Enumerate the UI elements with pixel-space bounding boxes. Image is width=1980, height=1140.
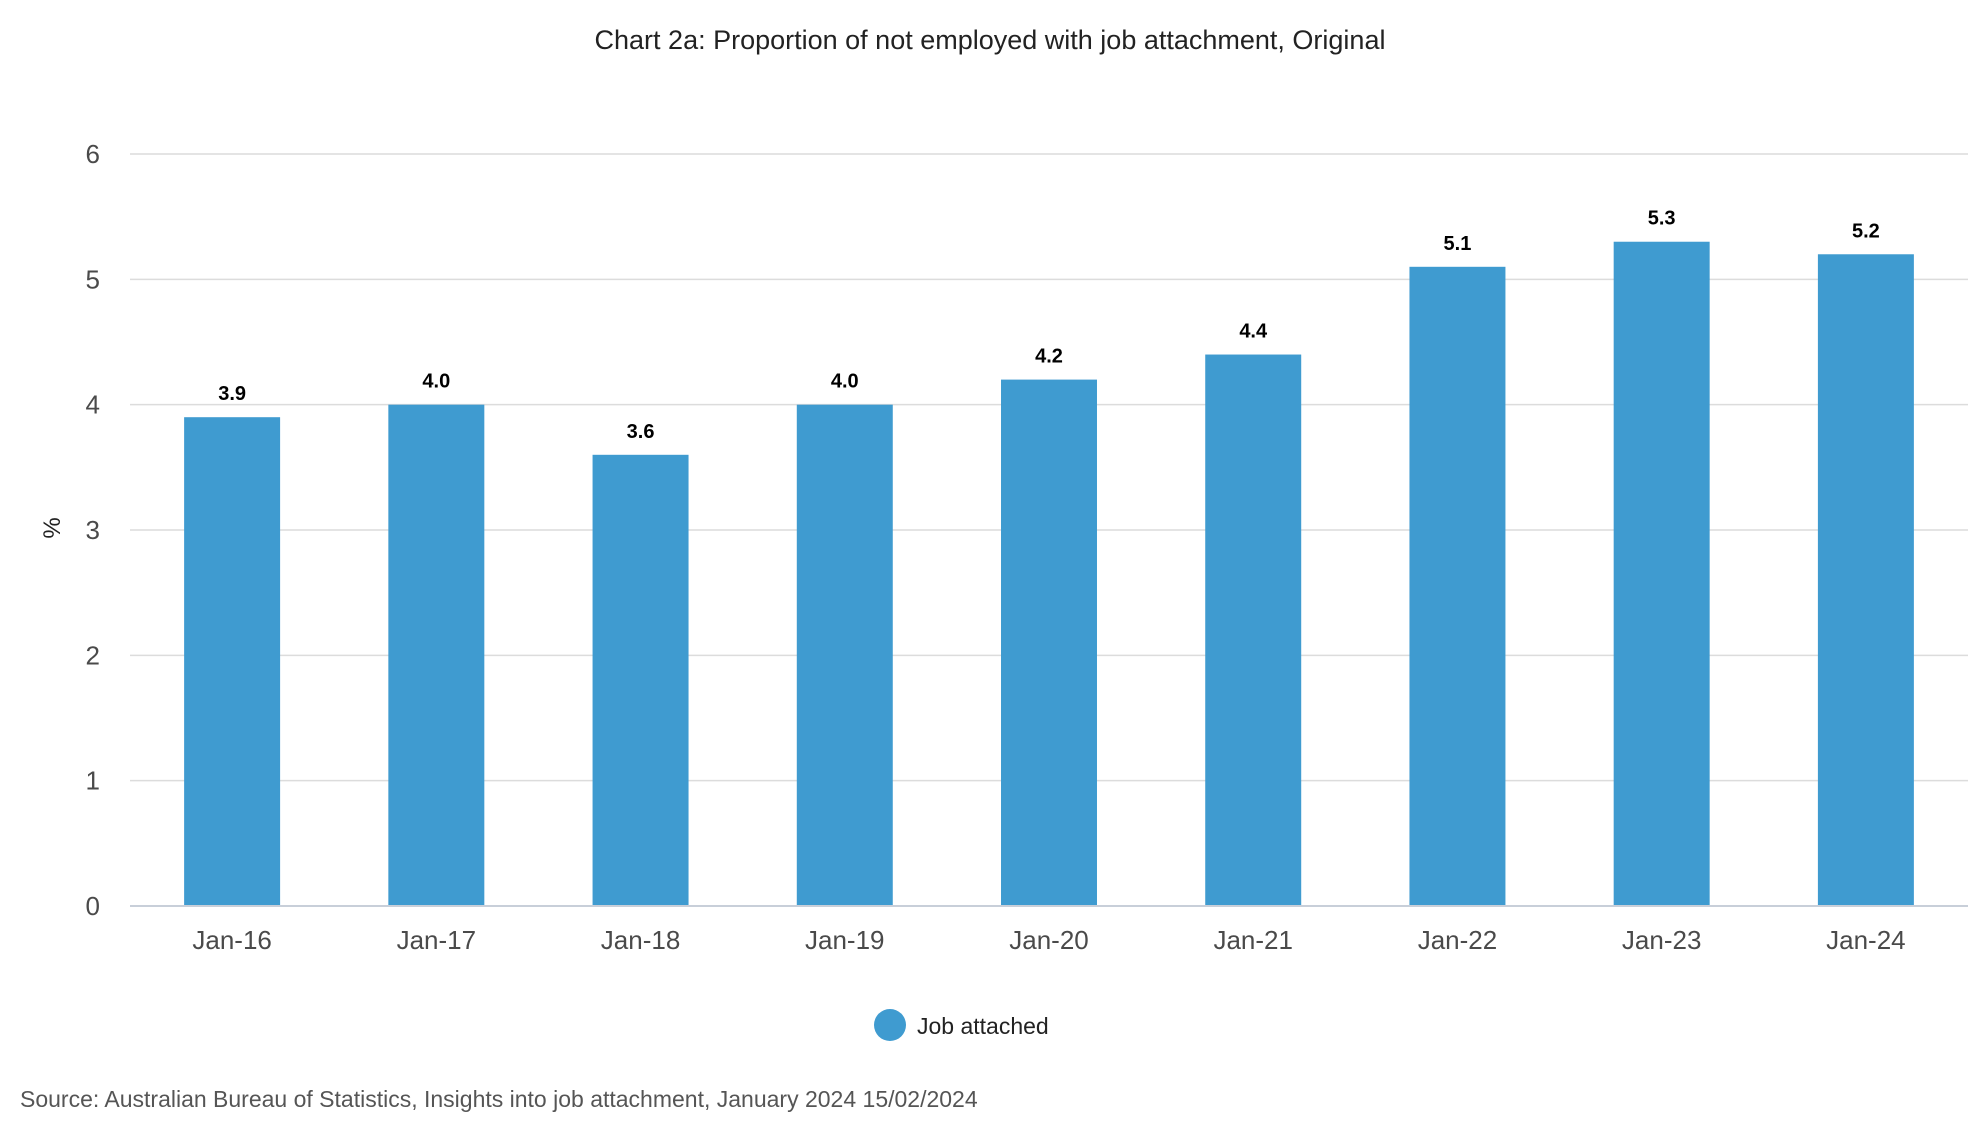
x-tick-label: Jan-24 xyxy=(1826,925,1906,955)
bar xyxy=(1817,254,1914,906)
x-tick-label: Jan-22 xyxy=(1418,925,1498,955)
x-tick-label: Jan-23 xyxy=(1622,925,1702,955)
y-tick-label: 2 xyxy=(86,640,100,670)
data-label: 5.3 xyxy=(1648,208,1676,230)
legend: Job attached xyxy=(874,1009,1049,1041)
data-label: 5.2 xyxy=(1852,220,1880,242)
y-tick-label: 5 xyxy=(86,264,100,294)
bar xyxy=(592,454,689,906)
data-label: 4.2 xyxy=(1035,346,1063,368)
source-note: Source: Australian Bureau of Statistics,… xyxy=(20,1086,978,1112)
x-tick-label: Jan-20 xyxy=(1009,925,1089,955)
data-label: 5.1 xyxy=(1444,233,1472,255)
bar-series-job-attached xyxy=(184,241,1914,907)
bar xyxy=(1409,266,1506,906)
legend-label: Job attached xyxy=(917,1013,1049,1039)
bar xyxy=(1613,241,1710,906)
y-tick-label: 0 xyxy=(86,891,100,921)
bar xyxy=(1001,379,1097,907)
data-label: 3.9 xyxy=(218,383,246,405)
data-label: 3.6 xyxy=(627,421,655,443)
x-tick-label: Jan-17 xyxy=(397,925,477,955)
bar xyxy=(1205,354,1302,906)
y-axis-title: % xyxy=(39,517,66,538)
y-tick-label: 6 xyxy=(86,139,100,169)
legend-marker xyxy=(874,1009,906,1041)
x-tick-label: Jan-21 xyxy=(1213,925,1293,955)
y-tick-label: 1 xyxy=(86,766,100,796)
x-tick-label: Jan-16 xyxy=(192,925,272,955)
data-labels: 3.9 4.0 3.6 4.0 4.2 4.4 5.1 5.3 5.2 xyxy=(218,208,1880,443)
data-label: 4.0 xyxy=(422,371,450,393)
y-tick-label: 3 xyxy=(86,515,100,545)
bar xyxy=(796,404,893,906)
data-label: 4.0 xyxy=(831,371,859,393)
bar xyxy=(388,404,485,906)
x-tick-label: Jan-18 xyxy=(601,925,681,955)
x-tick-label: Jan-19 xyxy=(805,925,885,955)
chart-title: Chart 2a: Proportion of not employed wit… xyxy=(595,25,1386,55)
bar xyxy=(184,417,281,906)
x-axis-ticks: Jan-16 Jan-17 Jan-18 Jan-19 Jan-20 Jan-21 Jan-… xyxy=(192,925,1905,955)
data-label: 4.4 xyxy=(1239,321,1268,343)
y-tick-label: 4 xyxy=(86,390,100,420)
y-axis-ticks: 0 1 2 3 4 5 6 xyxy=(86,139,100,921)
